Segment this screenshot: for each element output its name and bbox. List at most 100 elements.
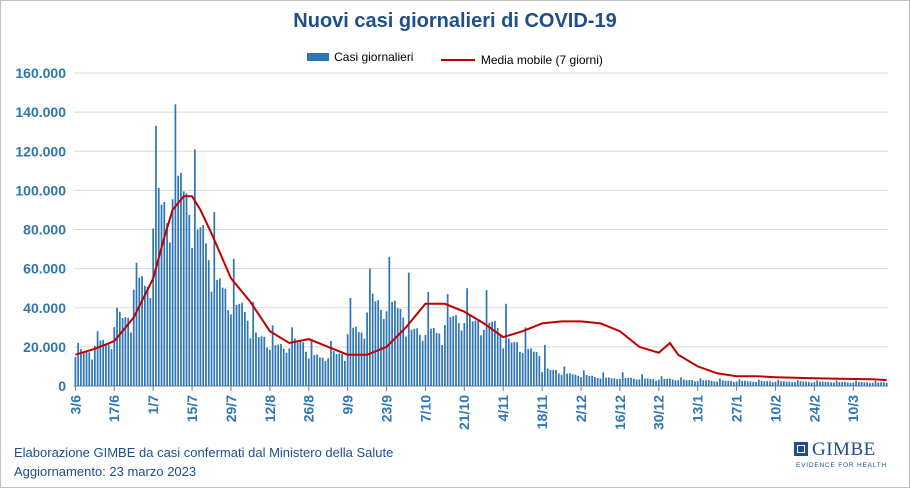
- bar: [863, 382, 866, 386]
- bar: [394, 300, 396, 386]
- bar: [644, 378, 646, 386]
- bar: [341, 353, 343, 386]
- bar: [346, 334, 349, 386]
- bar: [413, 329, 416, 386]
- bar: [271, 325, 274, 386]
- bar: [80, 349, 82, 386]
- bar: [116, 307, 118, 386]
- bar: [794, 382, 796, 386]
- bar: [832, 382, 835, 386]
- bar: [641, 374, 643, 386]
- bar: [660, 376, 663, 386]
- bar: [671, 379, 674, 386]
- bar: [502, 348, 505, 386]
- bar: [444, 325, 446, 386]
- bar: [816, 380, 819, 386]
- bar: [152, 228, 155, 386]
- bar: [866, 382, 869, 386]
- bar: [224, 288, 227, 386]
- bar: [405, 336, 407, 386]
- bar: [694, 381, 696, 386]
- bar: [507, 338, 510, 386]
- bar: [785, 381, 788, 386]
- bar: [516, 342, 518, 386]
- bar: [485, 290, 488, 386]
- bar: [74, 356, 77, 386]
- y-tick-label: 40.000: [23, 300, 66, 316]
- bar: [460, 330, 463, 386]
- bar: [255, 332, 257, 386]
- bar: [446, 294, 449, 386]
- bar: [827, 381, 830, 386]
- bar: [410, 329, 413, 386]
- bar: [682, 379, 685, 386]
- bar: [824, 381, 827, 386]
- bar: [146, 286, 149, 386]
- bar: [263, 336, 266, 386]
- bar: [563, 366, 566, 386]
- bar: [530, 348, 532, 386]
- bar: [380, 309, 382, 386]
- bar: [510, 342, 513, 386]
- bar: [438, 333, 441, 386]
- bar: [646, 378, 649, 386]
- bar: [882, 382, 885, 386]
- bar: [121, 318, 124, 386]
- bar: [382, 319, 385, 386]
- bar: [232, 258, 235, 386]
- bar: [307, 358, 310, 386]
- bar: [844, 381, 846, 386]
- bar: [377, 300, 380, 386]
- bar: [480, 335, 482, 386]
- bar: [416, 328, 418, 386]
- bar: [282, 348, 285, 386]
- source-note: Elaborazione GIMBE da casi confermati da…: [14, 445, 394, 460]
- legend-label-line: Media mobile (7 giorni): [480, 53, 603, 67]
- legend-item-line: Media mobile (7 giorni): [440, 53, 603, 67]
- bar: [777, 379, 780, 386]
- legend-label-bars: Casi giornalieri: [334, 50, 414, 64]
- bar: [332, 351, 335, 386]
- bar: [619, 378, 621, 386]
- bar: [535, 352, 538, 386]
- bar: [407, 272, 410, 386]
- x-tick-label: 21/10: [456, 395, 472, 430]
- bar: [155, 125, 157, 386]
- bar: [632, 378, 635, 386]
- bar: [746, 381, 749, 386]
- bar: [280, 343, 282, 386]
- bar: [141, 276, 143, 386]
- bar: [813, 382, 816, 386]
- bar: [735, 381, 738, 386]
- x-tick-label: 1/7: [145, 395, 161, 415]
- bar: [285, 352, 288, 386]
- bar: [246, 320, 249, 386]
- bar: [760, 380, 763, 386]
- legend-swatch-line: [440, 59, 475, 61]
- bar: [149, 298, 152, 386]
- bar: [213, 211, 216, 386]
- bar: [630, 377, 632, 386]
- bar: [457, 323, 460, 386]
- bar: [591, 375, 593, 386]
- bar: [174, 104, 177, 387]
- bar: [360, 332, 363, 386]
- bar: [724, 380, 727, 386]
- bar: [849, 382, 852, 386]
- bar: [674, 380, 677, 386]
- bar: [791, 382, 794, 386]
- x-tick-label: 10/3: [845, 395, 861, 422]
- bar: [771, 382, 774, 386]
- bar: [163, 202, 166, 386]
- x-tick-label: 24/2: [806, 395, 822, 422]
- bar: [877, 382, 880, 386]
- legend-swatch-bars: [307, 53, 330, 61]
- bar: [627, 377, 630, 386]
- bar: [157, 187, 160, 386]
- bar: [607, 377, 610, 386]
- bar: [596, 378, 599, 386]
- gimbe-logo: GIMBE EVIDENCE FOR HEALTH: [794, 439, 886, 476]
- x-tick-label: 13/1: [690, 395, 706, 422]
- x-tick-label: 26/8: [301, 395, 317, 422]
